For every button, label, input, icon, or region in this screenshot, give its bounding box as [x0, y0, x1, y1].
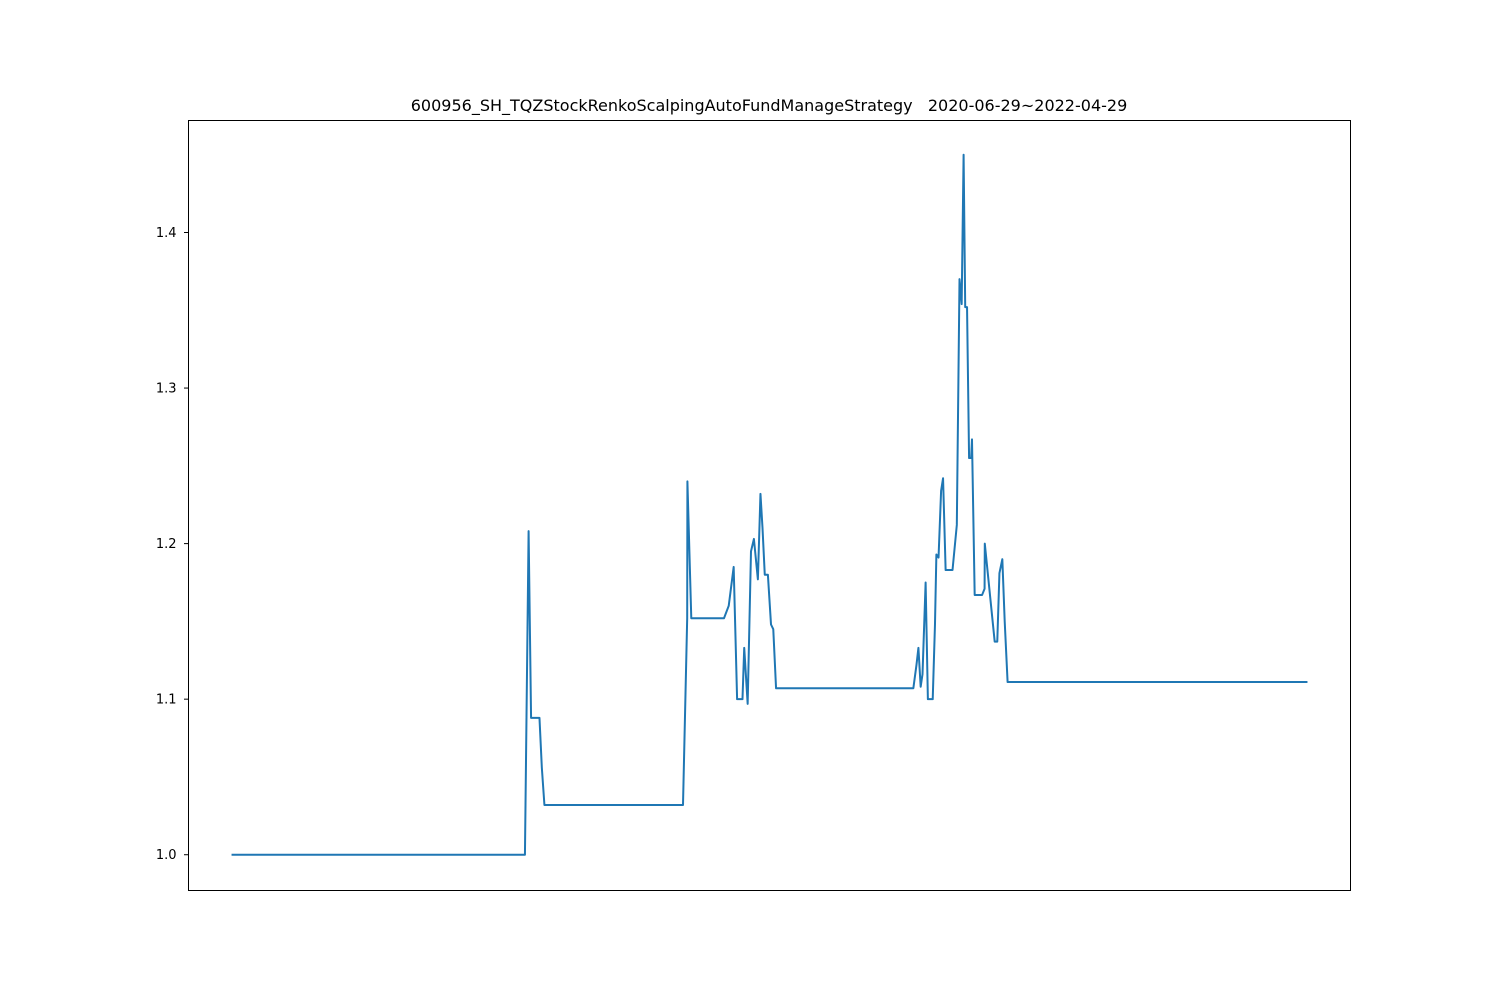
plot-frame: [188, 120, 1351, 891]
y-axis-ticks: 1.0 1.1 1.2 1.3 1.4: [156, 226, 189, 863]
series-layer: [231, 153, 1308, 856]
y-tick-label: 1.1: [156, 693, 177, 708]
chart-title: 600956_SH_TQZStockRenkoScalpingAutoFundM…: [411, 96, 1128, 116]
series-line-0: [231, 153, 1308, 856]
y-tick-label: 1.4: [156, 226, 177, 241]
y-tick-label: 1.3: [156, 382, 177, 397]
y-tick-label: 1.2: [156, 537, 177, 552]
y-tick-label: 1.0: [156, 848, 177, 863]
